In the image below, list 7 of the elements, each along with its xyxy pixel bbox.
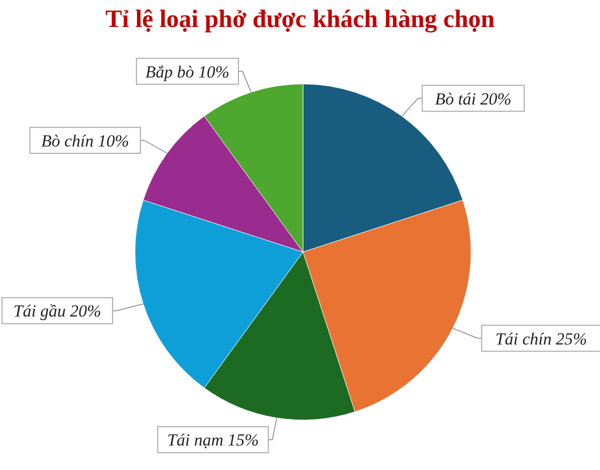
slice-label: Tái gầu 20% (13, 302, 102, 321)
slice-label: Tái chín 25% (495, 329, 588, 348)
chart-title: Tỉ lệ loại phở được khách hàng chọn (104, 6, 496, 34)
slice-label: Tái nạm 15% (167, 430, 259, 450)
slice-label: Bò chín 10% (41, 131, 130, 150)
slice-label: Bắp bò 10% (145, 62, 230, 82)
slice-label: Bò tái 20% (434, 89, 512, 108)
